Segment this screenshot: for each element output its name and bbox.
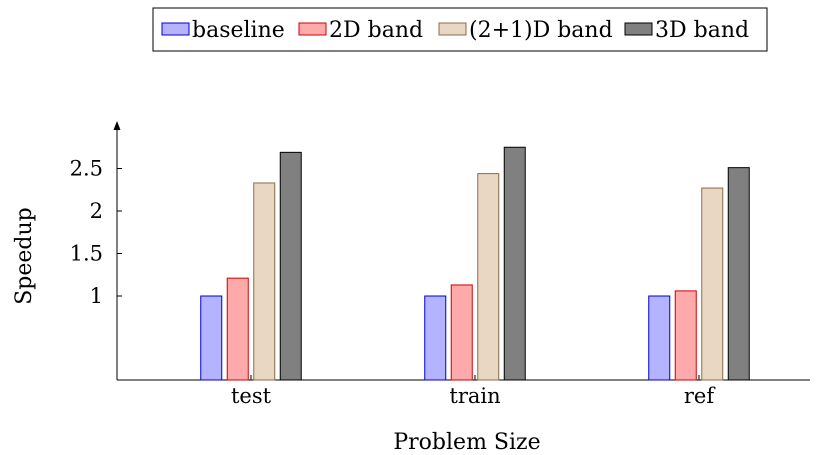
legend-swatch [438, 22, 467, 36]
bar-baseline-train [424, 295, 447, 381]
legend-item-baseline: baseline [161, 18, 285, 43]
bar-2d-band-train [450, 284, 473, 381]
bar-3d-band-train [503, 146, 526, 381]
bar-2-1-d-band-train [477, 173, 500, 381]
bar-baseline-ref [648, 295, 671, 381]
legend-label: (2+1)D band [469, 18, 613, 43]
legend-swatch [298, 22, 327, 36]
legend-label: 3D band [655, 18, 749, 43]
legend-item-2-1-d-band: (2+1)D band [438, 18, 613, 43]
y-tick-label: 1 [90, 284, 103, 308]
y-axis-arrow-icon [113, 121, 121, 130]
y-axis-label: Speedup [12, 207, 37, 305]
legend-swatch [624, 22, 653, 36]
x-axis-label: Problem Size [393, 430, 540, 455]
legend-label: 2D band [329, 18, 423, 43]
bar-3d-band-test [279, 151, 302, 381]
y-tick-label: 2 [90, 199, 103, 223]
legend-swatch [161, 22, 190, 36]
legend: baseline 2D band (2+1)D band 3D band [152, 7, 768, 52]
plot-area: 1 1.5 2 2.5 test train ref [70, 121, 810, 408]
legend-item-2d-band: 2D band [298, 18, 423, 43]
x-tick-label-train: train [449, 384, 500, 408]
bar-2-1-d-band-ref [701, 187, 724, 381]
bar-2d-band-test [226, 277, 249, 381]
y-tick-label: 1.5 [70, 242, 103, 266]
y-tick-label: 2.5 [70, 157, 103, 181]
x-tick-label-ref: ref [684, 384, 716, 408]
bar-3d-band-ref [727, 167, 750, 381]
bar-2-1-d-band-test [253, 182, 276, 381]
bar-2d-band-ref [674, 290, 697, 381]
x-tick-label-test: test [231, 384, 272, 408]
bar-baseline-test [200, 295, 223, 381]
legend-item-3d-band: 3D band [624, 18, 749, 43]
legend-label: baseline [192, 18, 285, 43]
